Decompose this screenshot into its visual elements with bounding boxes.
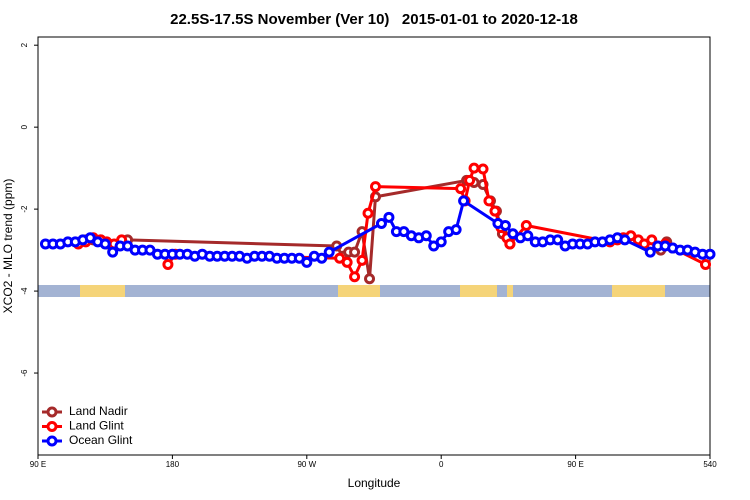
x-tick-label: 180 [166, 460, 180, 469]
data-point [552, 234, 564, 246]
data-point [489, 205, 501, 217]
y-tick-label: -4 [20, 287, 29, 295]
data-point [162, 258, 174, 270]
data-point [458, 195, 470, 207]
x-tick-label: 0 [439, 460, 444, 469]
data-point [464, 174, 476, 186]
data-point [435, 236, 447, 248]
data-point [450, 224, 462, 236]
x-tick-label: 90 E [30, 460, 46, 469]
data-point [704, 248, 716, 260]
data-point [477, 163, 489, 175]
legend-label: Ocean Glint [69, 433, 133, 447]
legend-label: Land Nadir [69, 404, 128, 418]
y-tick-label: -6 [20, 369, 29, 377]
data-point [323, 246, 335, 258]
chart-title: 22.5S-17.5S November (Ver 10) 2015-01-01… [170, 11, 578, 28]
data-point [644, 246, 656, 258]
y-tick-label: 0 [20, 124, 29, 129]
x-tick-label: 540 [703, 460, 717, 469]
plot-frame [37, 36, 711, 456]
y-axis-label: XCO2 - MLO trend (ppm) [1, 179, 15, 314]
data-point [316, 252, 328, 264]
data-point [99, 238, 111, 250]
land-mask-strip [38, 285, 710, 297]
data-point [499, 220, 511, 232]
data-point [364, 273, 376, 285]
data-point [522, 230, 534, 242]
data-point [483, 195, 495, 207]
data-point [455, 183, 467, 195]
data-point [349, 271, 361, 283]
data-point [646, 234, 658, 246]
data-point [301, 256, 313, 268]
x-axis-label: Longitude [348, 476, 401, 490]
data-point [468, 162, 480, 174]
data-point [375, 217, 387, 229]
y-tick-label: 2 [20, 42, 29, 47]
data-point [107, 246, 119, 258]
data-point [619, 234, 631, 246]
data-point [700, 258, 712, 270]
data-point [420, 230, 432, 242]
data-point [520, 220, 532, 232]
data-point [369, 181, 381, 193]
data-point [383, 211, 395, 223]
data-point [362, 207, 374, 219]
x-tick-label: 90 E [567, 460, 583, 469]
data-point [356, 254, 368, 266]
y-tick-label: -2 [20, 205, 29, 213]
data-point [341, 256, 353, 268]
legend-marker [46, 421, 58, 432]
data-point [349, 246, 361, 258]
legend-marker [46, 406, 58, 418]
legend-marker [46, 435, 58, 447]
data-point [504, 238, 516, 250]
x-tick-label: 90 W [297, 460, 316, 469]
legend-label: Land Glint [69, 419, 124, 433]
